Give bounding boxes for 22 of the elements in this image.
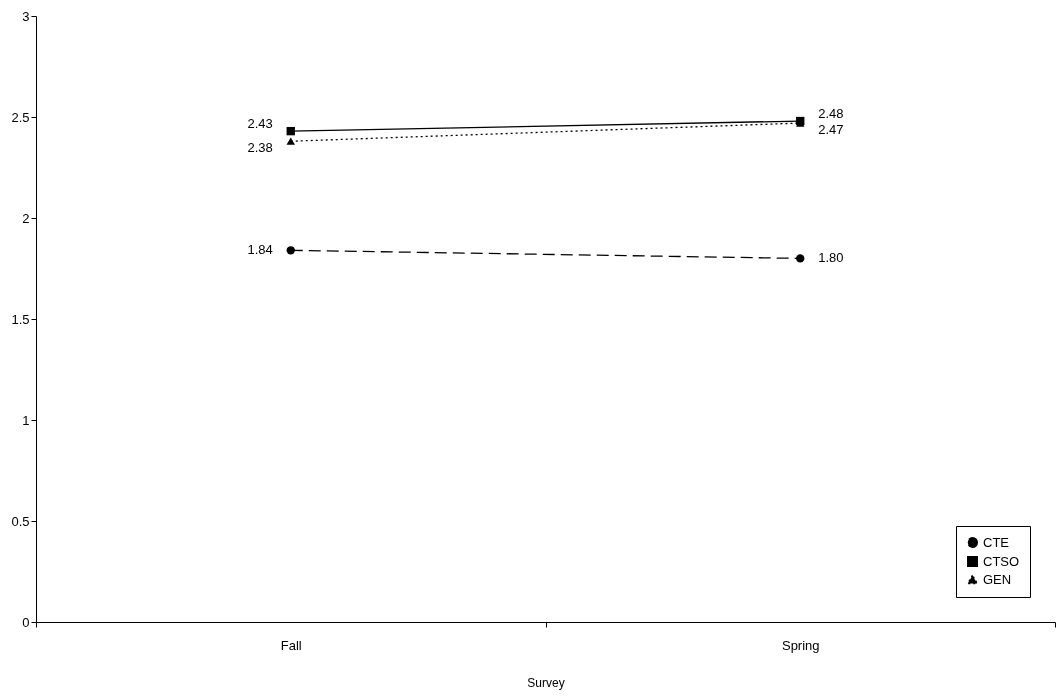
- x-axis-title: Survey: [527, 675, 565, 690]
- legend-label: CTSO: [983, 553, 1020, 569]
- point: [796, 254, 805, 263]
- y-tick-label: 0: [22, 614, 30, 630]
- x-tick-label: Fall: [280, 637, 302, 653]
- x-tick-label: Spring: [781, 637, 820, 653]
- data-label: 2.43: [247, 116, 273, 132]
- legend-label: GEN: [983, 571, 1012, 587]
- data-label: 1.84: [247, 242, 273, 258]
- y-tick-label: 2.5: [11, 109, 30, 125]
- point: [286, 126, 295, 136]
- y-tick-label: 1.5: [11, 311, 30, 327]
- data-label: 2.48: [818, 106, 844, 122]
- data-label: 2.47: [818, 122, 844, 138]
- data-label: 1.80: [818, 250, 844, 266]
- y-tick-label: 0.5: [11, 513, 30, 529]
- data-label: 2.38: [247, 140, 273, 156]
- y-tick-label: 3: [22, 8, 30, 24]
- point: [286, 246, 295, 255]
- legend-label: CTE: [983, 534, 1010, 550]
- y-tick-label: 1: [22, 412, 30, 428]
- y-tick-label: 2: [22, 210, 30, 226]
